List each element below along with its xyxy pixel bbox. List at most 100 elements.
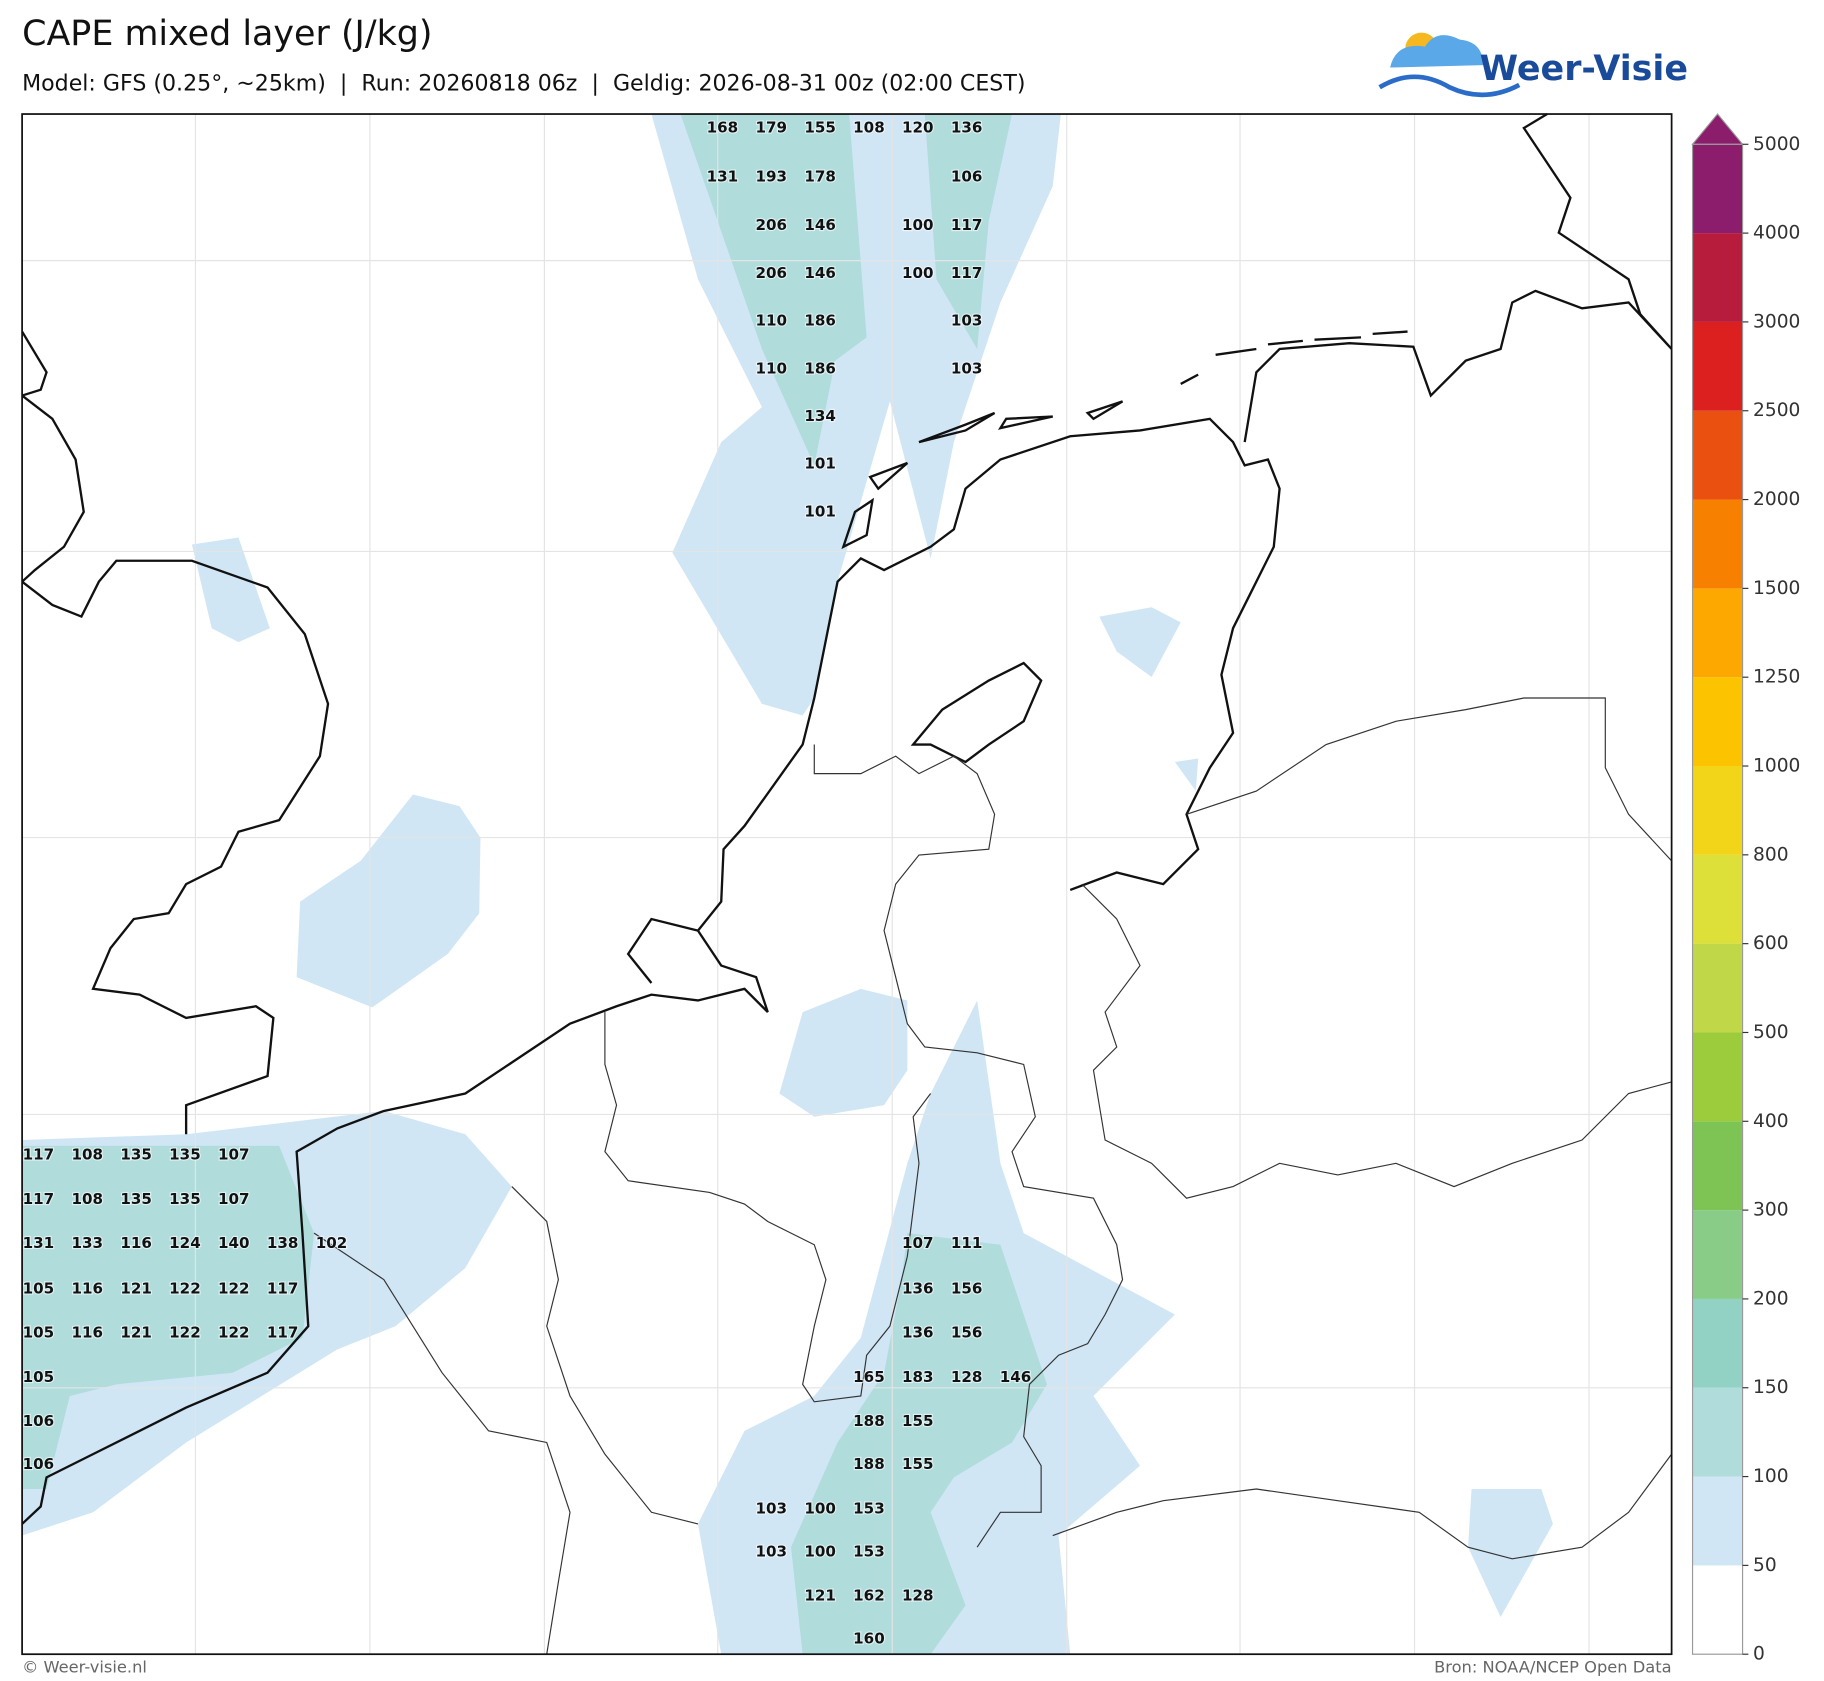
cape-value: 103 (755, 1499, 787, 1517)
colorbar-segment (1692, 1476, 1743, 1566)
cape-value: 146 (804, 264, 836, 282)
cape-value: 162 (853, 1587, 885, 1605)
cape-value: 136 (902, 1324, 934, 1342)
cape-value: 100 (804, 1542, 836, 1560)
colorbar-segment (1692, 233, 1743, 322)
logo: Weer-Visie (1378, 32, 1688, 98)
cape-value: 110 (755, 312, 787, 330)
cape-value: 121 (804, 1587, 836, 1605)
cape-value: 105 (23, 1279, 55, 1297)
cape-value: 156 (951, 1279, 983, 1297)
cape-value: 117 (23, 1190, 55, 1208)
coastline (21, 330, 330, 1135)
cape-value: 108 (71, 1146, 103, 1164)
cape-value: 117 (951, 264, 983, 282)
colorbar-segment (1692, 144, 1743, 234)
logo-text: Weer-Visie (1480, 49, 1688, 89)
cape-value: 103 (951, 312, 983, 330)
colorbar-tick-label: 600 (1753, 933, 1789, 954)
colorbar-segment (1692, 1298, 1743, 1388)
credit: © Weer-visie.nl (22, 1658, 147, 1677)
cape-value: 153 (853, 1542, 885, 1560)
cape-value: 206 (755, 264, 787, 282)
cape-value: 106 (23, 1412, 55, 1430)
colorbar-segment (1692, 588, 1743, 678)
border (604, 1012, 932, 1403)
cape-area (296, 794, 481, 1008)
logo-wave (1378, 74, 1521, 98)
colorbar-segment (1692, 1565, 1743, 1655)
cape-value: 155 (804, 119, 836, 137)
source: Bron: NOAA/NCEP Open Data (1434, 1658, 1672, 1677)
cape-area (680, 114, 867, 466)
cape-value: 146 (1000, 1368, 1032, 1386)
cape-value: 121 (120, 1324, 152, 1342)
colorbar-tick-label: 3000 (1753, 311, 1800, 332)
colorbar-frame (1691, 143, 1744, 1655)
colorbar-segment (1692, 1121, 1743, 1211)
graticule (22, 114, 1672, 1655)
logo-cloud (1390, 35, 1484, 68)
cape-value: 155 (902, 1455, 934, 1473)
colorbar: 0 50 100 150 200 300 400 500 600 800 1000 1250 1500 2… (1691, 113, 1800, 1665)
cape-value: 140 (218, 1234, 250, 1252)
coastline (21, 417, 1281, 1525)
cape-value: 116 (71, 1324, 103, 1342)
border (813, 744, 1124, 1548)
cape-value: 178 (804, 167, 836, 185)
colorbar-tick-label: 2500 (1753, 400, 1800, 421)
colorbar-tick-label: 2000 (1753, 489, 1800, 510)
cape-value: 131 (707, 167, 739, 185)
cape-value: 105 (23, 1368, 55, 1386)
colorbar-tick-label: 200 (1753, 1288, 1789, 1309)
borders (313, 697, 1673, 1655)
map-frame (21, 113, 1673, 1656)
cape-value: 100 (804, 1499, 836, 1517)
cape-value: 117 (267, 1324, 299, 1342)
cape-value: 160 (853, 1630, 885, 1648)
cape-area (191, 537, 270, 643)
colorbar-tick-label: 500 (1753, 1022, 1789, 1043)
cape-value: 107 (218, 1190, 250, 1208)
cape-value: 183 (902, 1368, 934, 1386)
cape-value: 120 (902, 119, 934, 137)
cape-value: 111 (951, 1234, 983, 1252)
cape-value: 188 (853, 1455, 885, 1473)
cape-value: 107 (902, 1234, 934, 1252)
cape-value: 128 (902, 1587, 934, 1605)
colorbar-tick-label: 1000 (1753, 756, 1800, 777)
cape-value: 121 (120, 1279, 152, 1297)
cape-value: 186 (804, 312, 836, 330)
cape-value: 100 (902, 264, 934, 282)
cape-value: 102 (316, 1234, 348, 1252)
colorbar-tick-label: 4000 (1753, 223, 1800, 244)
cape-value: 186 (804, 359, 836, 377)
colorbar-segment (1692, 410, 1743, 500)
cape-value: 133 (71, 1234, 103, 1252)
cape-value: 153 (853, 1499, 885, 1517)
colorbar-segment (1692, 943, 1743, 1033)
colorbar-tick-label: 0 (1753, 1644, 1765, 1665)
colorbar-segment (1692, 321, 1743, 411)
colorbar-segment (1692, 854, 1743, 944)
cape-value: 138 (267, 1234, 299, 1252)
cape-value: 107 (218, 1146, 250, 1164)
cape-value: 134 (804, 407, 836, 425)
cape-value: 116 (71, 1279, 103, 1297)
cape-value: 117 (267, 1279, 299, 1297)
cape-value: 101 (804, 455, 836, 473)
colorbar-tick-label: 1250 (1753, 667, 1800, 688)
cape-value: 128 (951, 1368, 983, 1386)
cape-value: 117 (951, 216, 983, 234)
cape-area (924, 114, 1013, 350)
cape-value: 103 (951, 359, 983, 377)
cape-value: 103 (755, 1542, 787, 1560)
map: 168 179 155 108 120 136 131 193 178 106 206 146 100 1… (21, 113, 1673, 1656)
cape-value: 108 (71, 1190, 103, 1208)
cape-value: 135 (169, 1190, 201, 1208)
coastlines (21, 113, 1673, 1525)
colorbar-segment (1692, 1210, 1743, 1299)
cape-value: 136 (951, 119, 983, 137)
